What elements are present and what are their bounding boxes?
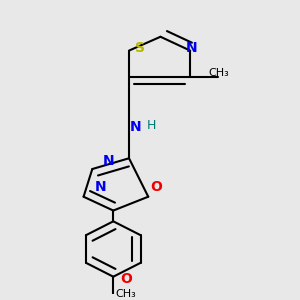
Text: S: S (135, 41, 145, 55)
Text: O: O (120, 272, 132, 286)
Text: N: N (95, 180, 107, 194)
Text: N: N (129, 120, 141, 134)
Text: N: N (103, 154, 114, 168)
Text: N: N (186, 41, 197, 55)
Text: H: H (147, 119, 156, 132)
Text: O: O (150, 180, 162, 194)
Text: CH₃: CH₃ (116, 289, 136, 298)
Text: CH₃: CH₃ (208, 68, 229, 78)
